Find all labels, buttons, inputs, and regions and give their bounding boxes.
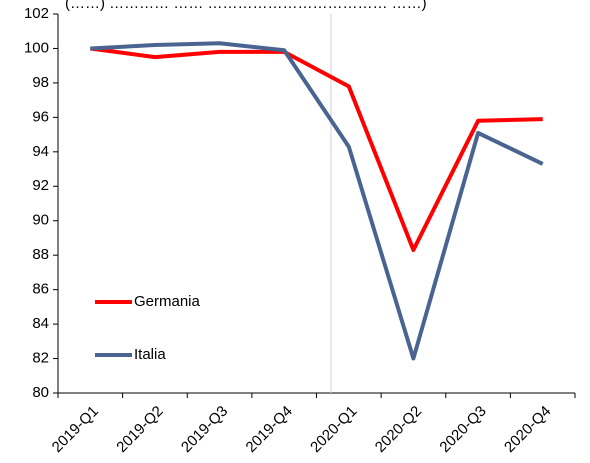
series-line-germania	[90, 46, 543, 252]
y-tick-label: 94	[32, 143, 49, 160]
x-axis: 2019-Q1 2019-Q2 2019-Q3 2019-Q4 2020-Q1 2020-…	[49, 392, 576, 456]
y-tick-label: 90	[32, 212, 49, 229]
y-tick-label: 96	[32, 108, 49, 125]
y-tick-label: 102	[24, 5, 49, 22]
y-tick-label: 82	[32, 350, 49, 367]
chart-title-partial: (……) ………… …… ……………………………… ……)	[65, 0, 427, 12]
y-tick-label: 80	[32, 384, 49, 401]
x-tick-label: 2019-Q3	[178, 403, 231, 456]
x-tick-label: 2019-Q1	[49, 403, 102, 456]
legend-label-germania: Germania	[134, 293, 201, 310]
x-tick-label: 2020-Q1	[307, 403, 360, 456]
x-tick-label: 2020-Q3	[436, 403, 489, 456]
legend: Germania Italia	[95, 293, 201, 363]
x-tick-label: 2019-Q4	[243, 403, 296, 456]
y-tick-label: 100	[24, 39, 49, 56]
y-tick-label: 92	[32, 177, 49, 194]
y-tick-label: 84	[32, 315, 49, 332]
legend-label-italia: Italia	[134, 346, 166, 363]
series-line-italia	[90, 41, 544, 361]
y-tick-label: 88	[32, 246, 49, 263]
series-layer	[90, 41, 544, 361]
y-axis: 80 82 84 86 88 90 92 94 96 98 100 102	[24, 5, 59, 401]
y-tick-label: 98	[32, 74, 49, 91]
x-tick-label: 2020-Q4	[501, 403, 554, 456]
y-tick-label: 86	[32, 281, 49, 298]
x-tick-label: 2019-Q2	[113, 403, 166, 456]
x-tick-label: 2020-Q2	[372, 403, 425, 456]
